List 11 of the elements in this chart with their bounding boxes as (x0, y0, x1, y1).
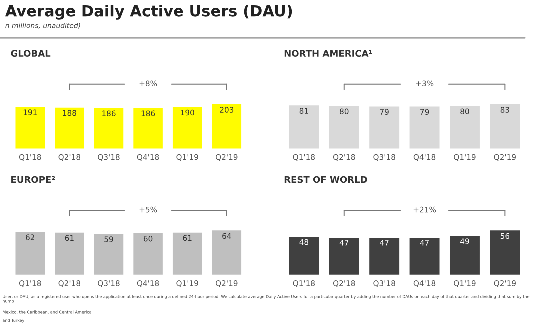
bar (448, 234, 482, 276)
bar (288, 236, 321, 276)
chart-title: REST OF WORLD (284, 176, 368, 184)
text: Average Daily Active Users (DAU) (5, 4, 292, 20)
bar (368, 236, 401, 276)
chart-title: GLOBAL (11, 50, 51, 58)
bar (328, 236, 361, 276)
chart-title: NORTH AMERICA¹ (284, 50, 372, 58)
chart-title: EUROPE² (12, 176, 56, 184)
bar (488, 229, 522, 276)
bar (408, 236, 442, 276)
